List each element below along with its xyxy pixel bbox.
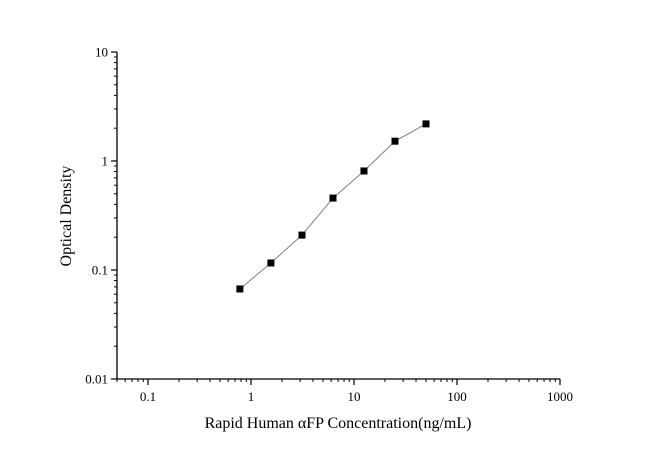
data-marks <box>236 120 430 293</box>
x-tick-label: 1 <box>248 389 255 404</box>
data-point <box>267 259 275 267</box>
data-point <box>329 194 337 202</box>
data-point <box>298 231 306 239</box>
x-tick-label: 0.1 <box>140 389 156 404</box>
x-tick-label: 100 <box>447 389 467 404</box>
x-tick-label: 10 <box>348 389 361 404</box>
y-tick-label: 10 <box>95 45 108 60</box>
y-axis-label: Optical Density <box>58 166 75 267</box>
data-point <box>360 167 368 175</box>
y-tick-label: 1 <box>102 154 109 169</box>
y-tick-label: 0.01 <box>85 372 108 387</box>
x-tick-label: 1000 <box>547 389 573 404</box>
data-point <box>391 137 399 145</box>
axes: 0.1 1 10 100 1000 0.01 0.1 1 10 <box>85 45 573 405</box>
data-point <box>422 120 430 128</box>
x-axis-label: Rapid Human αFP Concentration(ng/mL) <box>205 415 472 432</box>
y-tick-label: 0.1 <box>92 263 108 278</box>
data-point <box>236 285 244 293</box>
